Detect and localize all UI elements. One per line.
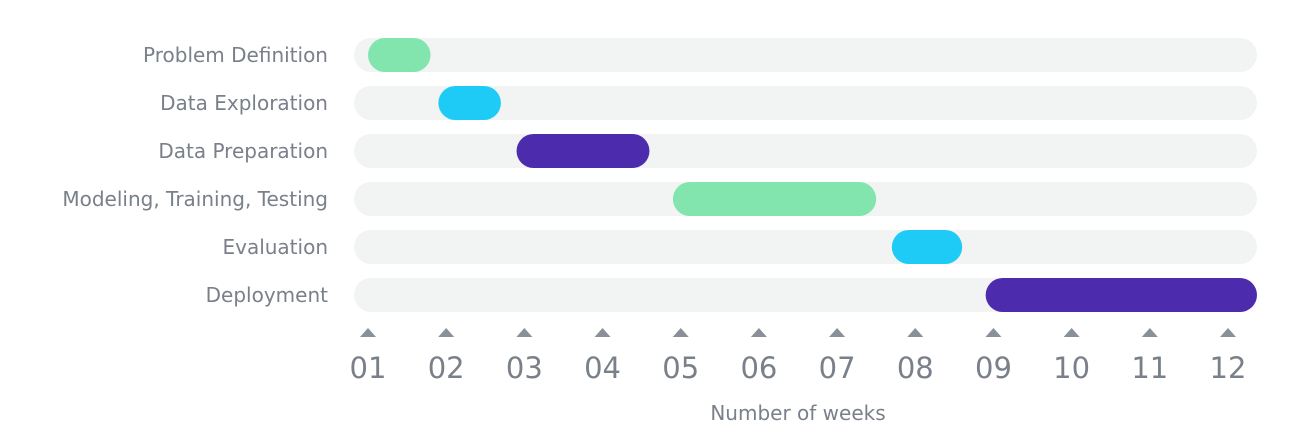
task-bar bbox=[985, 278, 1257, 312]
tick-marker bbox=[750, 328, 767, 337]
x-tick-label: 08 bbox=[897, 351, 934, 385]
task-bar bbox=[438, 86, 501, 120]
task-label: Data Preparation bbox=[158, 139, 328, 163]
task-bar bbox=[672, 182, 877, 216]
x-axis-title: Number of weeks bbox=[710, 401, 885, 425]
tick-marker bbox=[438, 328, 455, 337]
tick-marker bbox=[1220, 328, 1236, 337]
x-tick-label: 11 bbox=[1131, 351, 1168, 385]
tick-marker bbox=[985, 328, 1002, 337]
task-bar bbox=[516, 134, 650, 168]
x-tick-label: 10 bbox=[1053, 351, 1090, 385]
task-label: Data Exploration bbox=[160, 91, 328, 115]
x-tick-label: 06 bbox=[740, 351, 777, 385]
task-bar bbox=[368, 38, 431, 72]
tick-marker bbox=[1141, 328, 1158, 337]
tick-marker bbox=[907, 328, 924, 337]
task-label: Problem Definition bbox=[143, 43, 328, 67]
tick-marker bbox=[516, 328, 533, 337]
x-tick-label: 07 bbox=[819, 351, 856, 385]
tick-marker bbox=[594, 328, 611, 337]
tick-marker bbox=[672, 328, 689, 337]
tick-marker bbox=[1063, 328, 1080, 337]
task-label-layer: Problem Definition Data Exploration Data P… bbox=[62, 43, 328, 307]
task-label: Deployment bbox=[206, 283, 328, 307]
bar-layer bbox=[368, 38, 1257, 312]
x-tick-label: 02 bbox=[428, 351, 465, 385]
task-track bbox=[354, 230, 1257, 264]
task-bar bbox=[891, 230, 963, 264]
x-tick-label: 03 bbox=[506, 351, 543, 385]
tick-marker bbox=[360, 328, 376, 337]
x-tick-label: 09 bbox=[975, 351, 1012, 385]
task-track bbox=[354, 38, 1257, 72]
track-layer bbox=[354, 38, 1257, 312]
x-tick-label: 05 bbox=[662, 351, 699, 385]
x-tick-label: 04 bbox=[584, 351, 621, 385]
task-track bbox=[354, 86, 1257, 120]
tick-label-layer: 01 02 03 04 05 06 07 08 09 10 11 12 bbox=[350, 351, 1247, 385]
x-tick-label: 01 bbox=[350, 351, 387, 385]
tick-marker bbox=[829, 328, 846, 337]
tick-marker-layer bbox=[360, 328, 1236, 337]
task-track bbox=[354, 134, 1257, 168]
task-label: Evaluation bbox=[222, 235, 328, 259]
task-label: Modeling, Training, Testing bbox=[62, 187, 328, 211]
x-tick-label: 12 bbox=[1210, 351, 1247, 385]
